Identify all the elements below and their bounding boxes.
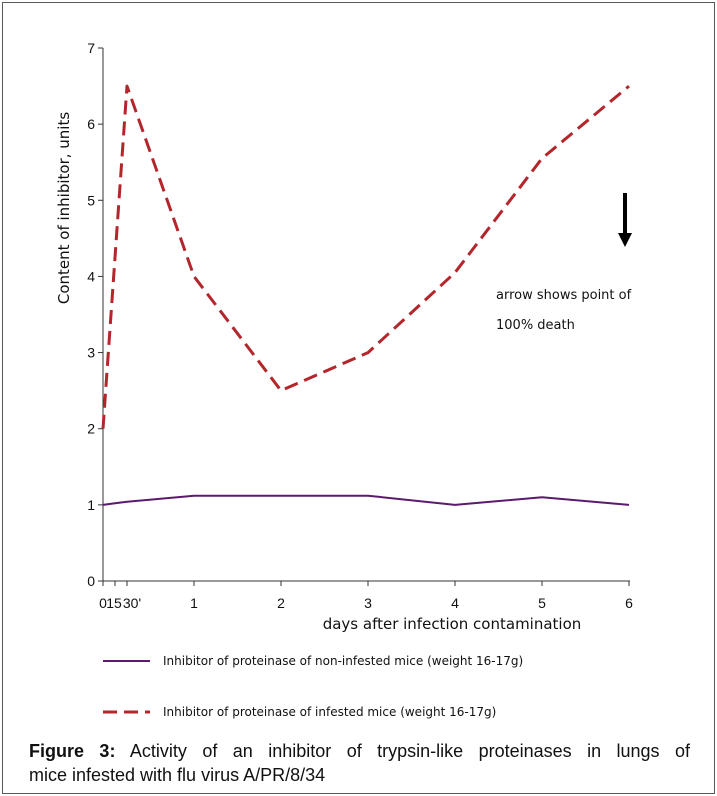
y-axis-title: Content of inhibitor, units (55, 112, 73, 305)
caption-label: Figure 3: (29, 741, 116, 761)
down-arrow-head (618, 233, 632, 247)
y-tick-label-0: 0 (87, 573, 95, 589)
annotation: arrow shows point of 100% death (496, 193, 632, 333)
caption-line-2: mice infested with flu virus A/PR/8/34 (29, 765, 326, 785)
caption-text-1: Activity of an inhibitor of trypsin-like… (129, 741, 691, 761)
y-tick-label-1: 1 (87, 497, 95, 513)
y-axis-ticks: 0 1 2 3 4 5 6 7 (87, 40, 103, 589)
x-tick-label-0: 0 (99, 595, 107, 611)
x-tick-label-6: 4 (451, 595, 459, 611)
y-tick-label-2: 2 (87, 421, 95, 437)
x-tick-label-3: 1 (190, 595, 198, 611)
annotation-line-2: 100% death (496, 318, 575, 333)
x-tick-label-7: 5 (538, 595, 546, 611)
y-tick-label-4: 4 (87, 268, 95, 284)
x-axis-ticks: 0 15 30' 1 2 3 4 5 6 (99, 581, 633, 611)
caption-line-1: Figure 3: Activity of an inhibitor of tr… (29, 739, 690, 763)
y-tick-label-3: 3 (87, 345, 95, 361)
y-tick-label-6: 6 (87, 116, 95, 132)
legend-item-2: Inhibitor of proteinase of infested mice… (103, 705, 496, 719)
annotation-line-1: arrow shows point of (496, 288, 632, 303)
figure-caption: Figure 3: Activity of an inhibitor of tr… (29, 739, 690, 787)
series-lines (101, 84, 630, 506)
x-axis-title: days after infection contamination (323, 615, 582, 633)
y-tick-label-7: 7 (87, 40, 95, 56)
legend: Inhibitor of proteinase of non-infested … (103, 654, 523, 719)
series-line-2 (101, 84, 630, 429)
x-tick-label-2: 30' (123, 595, 141, 611)
x-tick-label-5: 3 (364, 595, 372, 611)
legend-item-1: Inhibitor of proteinase of non-infested … (103, 654, 523, 668)
x-tick-label-1: 15 (106, 595, 122, 611)
x-axis: 0 15 30' 1 2 3 4 5 6 (99, 580, 633, 611)
legend-label-2: Inhibitor of proteinase of infested mice… (163, 705, 496, 719)
down-arrow-icon (618, 193, 632, 247)
y-axis: 0 1 2 3 4 5 6 7 (87, 40, 104, 589)
x-tick-label-8: 6 (625, 595, 633, 611)
x-tick-label-4: 2 (277, 595, 285, 611)
legend-label-1: Inhibitor of proteinase of non-infested … (163, 654, 523, 668)
y-tick-label-5: 5 (87, 192, 95, 208)
series-line-1 (102, 494, 630, 506)
